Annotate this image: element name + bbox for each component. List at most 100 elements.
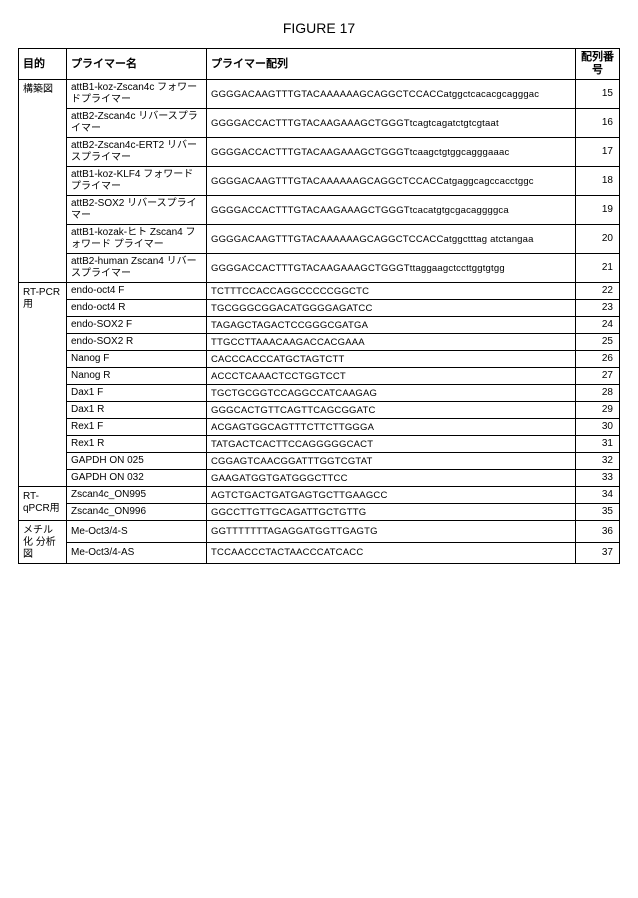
seq-id: 34 xyxy=(576,487,620,504)
header-purpose: 目的 xyxy=(19,49,67,80)
primer-name: attB2-Zscan4c リバースプライマー xyxy=(67,109,207,138)
primer-sequence: TGCGGGCGGACATGGGGAGATCC xyxy=(207,300,576,317)
primer-name: endo-SOX2 R xyxy=(67,334,207,351)
primer-name: Me-Oct3/4-S xyxy=(67,521,207,543)
primer-sequence: CACCCACCCATGCTAGTCTT xyxy=(207,351,576,368)
primer-sequence: AGTCTGACTGATGAGTGCTTGAAGCC xyxy=(207,487,576,504)
primer-table: 目的 プライマー名 プライマー配列 配列番号 構築図attB1-koz-Zsca… xyxy=(18,48,620,564)
seq-id: 26 xyxy=(576,351,620,368)
table-row: attB2-Zscan4c-ERT2 リバースプライマーGGGGACCACTTT… xyxy=(19,138,620,167)
primer-sequence: GGCCTTGTTGCAGATTGCTGTTG xyxy=(207,504,576,521)
table-row: Nanog RACCCTCAAACTCCTGGTCCT27 xyxy=(19,368,620,385)
primer-sequence: GGGGACCACTTTGTACAAGAAAGCTGGGTtcagtcagatc… xyxy=(207,109,576,138)
primer-name: Dax1 R xyxy=(67,402,207,419)
seq-id: 30 xyxy=(576,419,620,436)
seq-id: 22 xyxy=(576,283,620,300)
seq-id: 25 xyxy=(576,334,620,351)
primer-name: GAPDH ON 025 xyxy=(67,453,207,470)
primer-sequence: TATGACTCACTTCCAGGGGGCACT xyxy=(207,436,576,453)
primer-name: Dax1 F xyxy=(67,385,207,402)
table-row: Zscan4c_ON996GGCCTTGTTGCAGATTGCTGTTG35 xyxy=(19,504,620,521)
primer-name: attB2-SOX2 リバースプライマー xyxy=(67,196,207,225)
seq-id: 28 xyxy=(576,385,620,402)
primer-sequence: GGTTTTTTTAGAGGATGGTTGAGTG xyxy=(207,521,576,543)
seq-id: 29 xyxy=(576,402,620,419)
table-row: attB1-kozak-ヒト Zscan4 フォワード プライマーGGGGACA… xyxy=(19,225,620,254)
primer-sequence: TGCTGCGGTCCAGGCCATCAAGAG xyxy=(207,385,576,402)
table-row: 構築図attB1-koz-Zscan4c フォワードプライマーGGGGACAAG… xyxy=(19,80,620,109)
seq-id: 18 xyxy=(576,167,620,196)
primer-sequence: GGGGACCACTTTGTACAAGAAAGCTGGGTtcacatgtgcg… xyxy=(207,196,576,225)
table-row: GAPDH ON 025CGGAGTCAACGGATTTGGTCGTAT32 xyxy=(19,453,620,470)
table-row: GAPDH ON 032GAAGATGGTGATGGGCTTCC33 xyxy=(19,470,620,487)
group-label: RT-qPCR用 xyxy=(19,487,67,521)
table-row: Me-Oct3/4-ASTCCAACCCTACTAACCCATCACC37 xyxy=(19,542,620,564)
primer-sequence: TCCAACCCTACTAACCCATCACC xyxy=(207,542,576,564)
primer-name: Me-Oct3/4-AS xyxy=(67,542,207,564)
primer-sequence: GAAGATGGTGATGGGCTTCC xyxy=(207,470,576,487)
header-primer-seq: プライマー配列 xyxy=(207,49,576,80)
seq-id: 21 xyxy=(576,254,620,283)
group-label: 構築図 xyxy=(19,80,67,283)
seq-id: 15 xyxy=(576,80,620,109)
primer-sequence: GGGGACAAGTTTGTACAAAAAAGCAGGCTCCACCatgagg… xyxy=(207,167,576,196)
primer-name: endo-SOX2 F xyxy=(67,317,207,334)
table-header-row: 目的 プライマー名 プライマー配列 配列番号 xyxy=(19,49,620,80)
table-row: Rex1 RTATGACTCACTTCCAGGGGGCACT31 xyxy=(19,436,620,453)
table-row: Dax1 FTGCTGCGGTCCAGGCCATCAAGAG28 xyxy=(19,385,620,402)
seq-id: 32 xyxy=(576,453,620,470)
seq-id: 24 xyxy=(576,317,620,334)
primer-name: Nanog F xyxy=(67,351,207,368)
primer-sequence: GGGGACAAGTTTGTACAAAAAAGCAGGCTCCACCatggct… xyxy=(207,80,576,109)
primer-name: Rex1 F xyxy=(67,419,207,436)
seq-id: 36 xyxy=(576,521,620,543)
seq-id: 37 xyxy=(576,542,620,564)
seq-id: 33 xyxy=(576,470,620,487)
table-row: attB2-SOX2 リバースプライマーGGGGACCACTTTGTACAAGA… xyxy=(19,196,620,225)
primer-name: endo-oct4 F xyxy=(67,283,207,300)
table-row: attB2-Zscan4c リバースプライマーGGGGACCACTTTGTACA… xyxy=(19,109,620,138)
primer-sequence: CGGAGTCAACGGATTTGGTCGTAT xyxy=(207,453,576,470)
primer-sequence: TTGCCTTAAACAAGACCACGAAA xyxy=(207,334,576,351)
seq-id: 35 xyxy=(576,504,620,521)
header-primer-name: プライマー名 xyxy=(67,49,207,80)
primer-sequence: ACGAGTGGCAGTTTCTTCTTGGGA xyxy=(207,419,576,436)
primer-sequence: TAGAGCTAGACTCCGGGCGATGA xyxy=(207,317,576,334)
primer-name: Rex1 R xyxy=(67,436,207,453)
seq-id: 23 xyxy=(576,300,620,317)
primer-sequence: GGGCACTGTTCAGTTCAGCGGATC xyxy=(207,402,576,419)
primer-sequence: GGGGACCACTTTGTACAAGAAAGCTGGGTtcaagctgtgg… xyxy=(207,138,576,167)
table-row: endo-SOX2 RTTGCCTTAAACAAGACCACGAAA25 xyxy=(19,334,620,351)
table-row: endo-SOX2 FTAGAGCTAGACTCCGGGCGATGA24 xyxy=(19,317,620,334)
primer-sequence: TCTTTCCACCAGGCCCCCGGCTC xyxy=(207,283,576,300)
primer-name: attB1-kozak-ヒト Zscan4 フォワード プライマー xyxy=(67,225,207,254)
figure-title: FIGURE 17 xyxy=(18,20,620,36)
header-seq-id: 配列番号 xyxy=(576,49,620,80)
primer-name: attB1-koz-KLF4 フォワードプライマー xyxy=(67,167,207,196)
primer-name: Zscan4c_ON996 xyxy=(67,504,207,521)
primer-name: Zscan4c_ON995 xyxy=(67,487,207,504)
seq-id: 27 xyxy=(576,368,620,385)
group-label: RT-PCR用 xyxy=(19,283,67,487)
primer-name: Nanog R xyxy=(67,368,207,385)
table-row: endo-oct4 RTGCGGGCGGACATGGGGAGATCC23 xyxy=(19,300,620,317)
primer-name: attB1-koz-Zscan4c フォワードプライマー xyxy=(67,80,207,109)
table-row: メチル化 分析図Me-Oct3/4-SGGTTTTTTTAGAGGATGGTTG… xyxy=(19,521,620,543)
primer-sequence: GGGGACAAGTTTGTACAAAAAAGCAGGCTCCACCatggct… xyxy=(207,225,576,254)
primer-name: endo-oct4 R xyxy=(67,300,207,317)
primer-name: GAPDH ON 032 xyxy=(67,470,207,487)
primer-name: attB2-human Zscan4 リバースプライマー xyxy=(67,254,207,283)
table-row: Rex1 FACGAGTGGCAGTTTCTTCTTGGGA30 xyxy=(19,419,620,436)
group-label: メチル化 分析図 xyxy=(19,521,67,564)
seq-id: 17 xyxy=(576,138,620,167)
primer-name: attB2-Zscan4c-ERT2 リバースプライマー xyxy=(67,138,207,167)
seq-id: 16 xyxy=(576,109,620,138)
table-row: attB2-human Zscan4 リバースプライマーGGGGACCACTTT… xyxy=(19,254,620,283)
table-row: RT-PCR用endo-oct4 FTCTTTCCACCAGGCCCCCGGCT… xyxy=(19,283,620,300)
seq-id: 20 xyxy=(576,225,620,254)
table-row: RT-qPCR用Zscan4c_ON995AGTCTGACTGATGAGTGCT… xyxy=(19,487,620,504)
primer-sequence: GGGGACCACTTTGTACAAGAAAGCTGGGTttaggaagctc… xyxy=(207,254,576,283)
table-row: Dax1 RGGGCACTGTTCAGTTCAGCGGATC29 xyxy=(19,402,620,419)
table-row: Nanog FCACCCACCCATGCTAGTCTT26 xyxy=(19,351,620,368)
table-row: attB1-koz-KLF4 フォワードプライマーGGGGACAAGTTTGTA… xyxy=(19,167,620,196)
